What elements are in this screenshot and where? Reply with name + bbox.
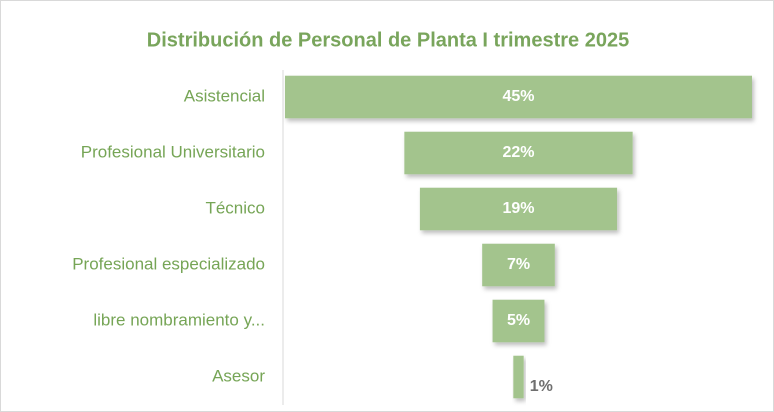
bar [513,355,524,399]
category-label: Técnico [205,198,265,217]
value-label: 45% [502,88,534,105]
category-label: Profesional especializado [72,254,265,273]
category-label: libre nombramiento y... [93,310,265,329]
value-label: 19% [502,200,534,217]
value-label: 22% [502,144,534,161]
category-label: Profesional Universitario [81,142,265,161]
value-label: 5% [507,312,530,329]
bar [404,131,633,175]
value-label: 7% [507,256,530,273]
bar [492,299,545,343]
chart-title: Distribución de Personal de Planta I tri… [147,29,629,51]
category-label: Asistencial [184,86,265,105]
bar [285,75,752,119]
bar [482,243,555,287]
bar [419,187,618,231]
category-label: Asesor [212,366,265,385]
value-label: 1% [530,378,553,395]
